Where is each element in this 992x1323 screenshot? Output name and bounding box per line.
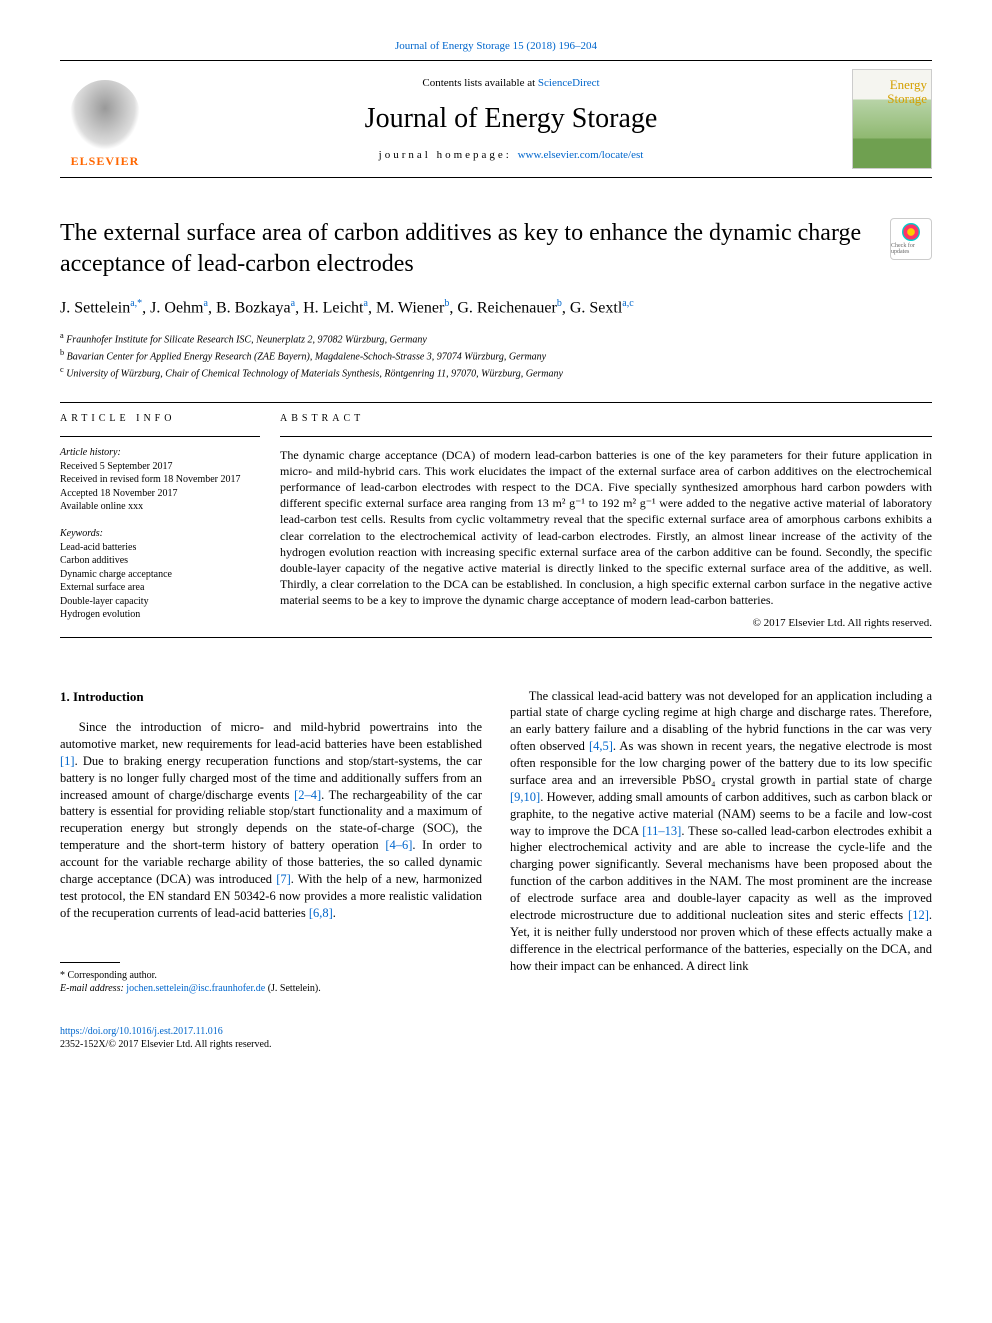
body-column-left: 1. Introduction Since the introduction o… [60,688,482,995]
abstract-copyright: © 2017 Elsevier Ltd. All rights reserved… [280,617,932,629]
keyword-item: Double-layer capacity [60,595,260,609]
affiliations: a Fraunhofer Institute for Silicate Rese… [60,330,932,382]
cover-title-line1: Energy [857,78,927,92]
history-label: Article history: [60,447,260,458]
email-footnote: E-mail address: jochen.settelein@isc.fra… [60,982,482,995]
email-label: E-mail address: [60,983,126,994]
affiliation-c: c University of Würzburg, Chair of Chemi… [60,364,932,381]
homepage-link[interactable]: www.elsevier.com/locate/est [518,149,644,161]
citation-header: Journal of Energy Storage 15 (2018) 196–… [60,40,932,52]
corresponding-author-note: * Corresponding author. [60,969,482,982]
author-email-link[interactable]: jochen.settelein@isc.fraunhofer.de [126,983,265,994]
abstract-label: ABSTRACT [280,413,932,428]
keyword-item: Hydrogen evolution [60,608,260,622]
keyword-item: Dynamic charge acceptance [60,568,260,582]
footnote-separator [60,962,120,963]
body-column-right: The classical lead-acid battery was not … [510,688,932,995]
masthead: ELSEVIER Contents lists available at Sci… [60,60,932,178]
keyword-item: Lead-acid batteries [60,541,260,555]
page-footer: https://doi.org/10.1016/j.est.2017.11.01… [60,1025,932,1051]
journal-cover-thumbnail: Energy Storage [852,69,932,169]
elsevier-logo: ELSEVIER [60,69,150,169]
intro-paragraph-1: Since the introduction of micro- and mil… [60,719,482,922]
history-revised: Received in revised form 18 November 201… [60,473,260,487]
body-columns: 1. Introduction Since the introduction o… [60,688,932,995]
contents-line: Contents lists available at ScienceDirec… [170,77,852,89]
affiliation-a: a Fraunhofer Institute for Silicate Rese… [60,330,932,347]
history-received: Received 5 September 2017 [60,460,260,474]
abstract-text: The dynamic charge acceptance (DCA) of m… [280,447,932,609]
article-title: The external surface area of carbon addi… [60,218,932,280]
article-info-column: ARTICLE INFO Article history: Received 5… [60,403,280,629]
abstract-divider [60,637,932,638]
abstract-column: ABSTRACT The dynamic charge acceptance (… [280,403,932,629]
cover-title-line2: Storage [857,92,927,106]
info-abstract-row: ARTICLE INFO Article history: Received 5… [60,402,932,629]
issn-copyright: 2352-152X/© 2017 Elsevier Ltd. All right… [60,1039,271,1050]
keywords-label: Keywords: [60,528,260,539]
journal-name: Journal of Energy Storage [170,103,852,135]
keyword-item: External surface area [60,581,260,595]
elsevier-wordmark: ELSEVIER [71,154,140,169]
sciencedirect-link[interactable]: ScienceDirect [538,77,600,89]
homepage-line: journal homepage: www.elsevier.com/locat… [170,149,852,161]
crossmark-label: Check for updates [891,243,931,255]
homepage-prefix: journal homepage: [379,149,518,161]
history-accepted: Accepted 18 November 2017 [60,487,260,501]
keyword-item: Carbon additives [60,554,260,568]
crossmark-badge[interactable]: Check for updates [890,218,932,260]
contents-prefix: Contents lists available at [422,77,537,89]
email-suffix: (J. Settelein). [265,983,321,994]
article-info-label: ARTICLE INFO [60,413,260,428]
authors-line: J. Setteleina,*, J. Oehma, B. Bozkayaa, … [60,298,932,317]
elsevier-tree-icon [70,80,140,150]
intro-paragraph-2: The classical lead-acid battery was not … [510,688,932,975]
affiliation-b: b Bavarian Center for Applied Energy Res… [60,347,932,364]
doi-link[interactable]: https://doi.org/10.1016/j.est.2017.11.01… [60,1026,223,1037]
crossmark-icon [902,223,920,241]
section-heading-intro: 1. Introduction [60,688,482,706]
masthead-center: Contents lists available at ScienceDirec… [170,77,852,161]
history-online: Available online xxx [60,500,260,514]
